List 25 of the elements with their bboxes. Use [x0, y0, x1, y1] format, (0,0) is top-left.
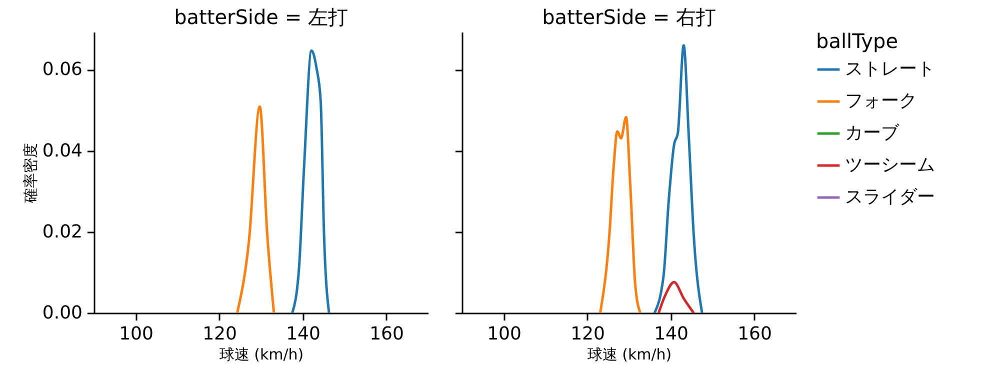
x-axis-title: 球速 (km/h): [587, 346, 672, 364]
y-tick-label: 0.00: [42, 302, 82, 324]
y-tick-label: 0.02: [42, 221, 82, 242]
line-series: [291, 49, 330, 313]
x-tick-label: 100: [487, 324, 522, 344]
y-tick-label: 0.06: [42, 59, 82, 80]
legend-title: ballType: [816, 29, 898, 53]
x-tick-label: 140: [654, 324, 688, 344]
chart-title: batterSide = 左打: [174, 5, 348, 29]
x-tick-label: 160: [738, 324, 772, 344]
x-tick-label: 140: [286, 324, 320, 344]
x-tick-label: 120: [570, 324, 605, 344]
legend-label: カーブ: [845, 122, 900, 144]
chart-title: batterSide = 右打: [542, 5, 716, 29]
legend-label: ストレート: [845, 58, 935, 80]
legend-label: フォーク: [845, 90, 917, 112]
y-axis-title: 確率密度: [21, 143, 40, 204]
line-series: [236, 105, 276, 313]
x-axis-title: 球速 (km/h): [219, 346, 304, 364]
legend-label: スライダー: [845, 186, 935, 208]
x-tick-label: 120: [202, 324, 237, 344]
y-tick-label: 0.04: [42, 140, 82, 162]
x-tick-label: 100: [119, 324, 154, 344]
legend-label: ツーシーム: [845, 154, 935, 176]
x-tick-label: 160: [370, 324, 404, 344]
